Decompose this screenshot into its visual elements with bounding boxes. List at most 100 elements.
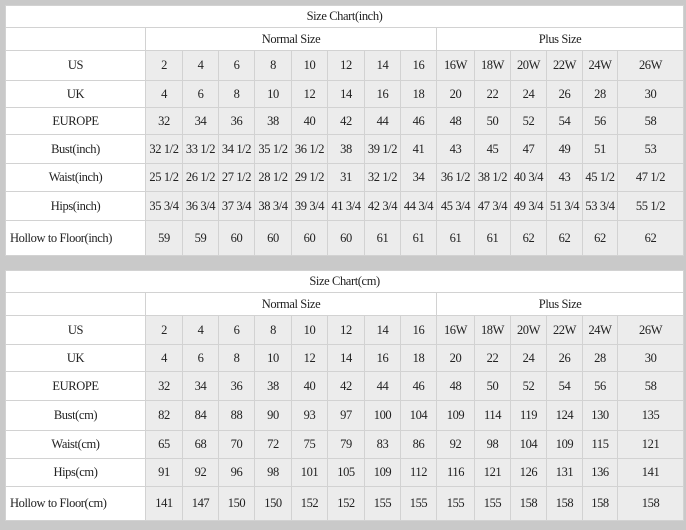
size-value-cell: 10 xyxy=(291,315,328,345)
size-value-cell: 4 xyxy=(182,315,219,345)
size-value-cell: 158 xyxy=(616,486,685,521)
size-value-cell: 152 xyxy=(327,486,365,521)
size-value-cell: 16 xyxy=(400,315,437,345)
size-value-cell: 68 xyxy=(182,430,219,459)
size-value-cell: 22 xyxy=(474,80,511,108)
size-value-cell: 92 xyxy=(436,430,475,459)
size-value-cell: 38 xyxy=(254,107,292,135)
size-value-cell: 20 xyxy=(436,80,475,108)
size-value-cell: 38 3/4 xyxy=(254,191,292,221)
size-value-cell: 59 xyxy=(145,220,183,256)
size-value-cell: 84 xyxy=(182,400,219,431)
chart-title: Size Chart(inch) xyxy=(5,5,684,28)
size-value-cell: 14 xyxy=(364,315,401,345)
size-value-cell: 26 1/2 xyxy=(182,163,219,192)
size-value-cell: 62 xyxy=(617,220,684,256)
size-value-cell: 12 xyxy=(291,344,328,372)
row-label: Bust(inch) xyxy=(5,134,146,164)
size-value-cell: 14 xyxy=(327,80,365,108)
size-value-cell: 91 xyxy=(145,458,183,487)
size-chart-inch-table: Size Chart(inch) Normal Size Plus Size US… xyxy=(5,5,684,256)
size-value-cell: 12 xyxy=(327,50,365,81)
size-value-cell: 47 3/4 xyxy=(474,191,511,221)
size-value-cell: 33 1/2 xyxy=(182,134,219,164)
table-row: Bust(cm) 82 84 88 90 93 97 100 104 109 114 119 124 13… xyxy=(5,400,685,431)
size-value-cell: 49 xyxy=(546,134,583,164)
table-row: US 2 4 6 8 10 12 14 16 16W 18W 20W 22W 24W 26W xyxy=(5,315,685,345)
row-label: UK xyxy=(5,80,146,108)
size-value-cell: 39 1/2 xyxy=(364,134,401,164)
size-value-cell: 46 xyxy=(400,371,437,401)
size-value-cell: 35 3/4 xyxy=(145,191,183,221)
size-value-cell: 52 xyxy=(510,371,547,401)
table-row: US 2 4 6 8 10 12 14 16 16W 18W 20W 22W 24W 26W xyxy=(5,50,684,81)
row-label: US xyxy=(5,50,146,81)
size-value-cell: 2 xyxy=(145,50,183,81)
table-row: Hips(cm) 91 92 96 98 101 105 109 112 116 121 126 131… xyxy=(5,458,685,487)
size-value-cell: 8 xyxy=(254,50,292,81)
table-row: EUROPE 32 34 36 38 40 42 44 46 48 50 52 54 56 58 xyxy=(5,107,684,135)
size-value-cell: 50 xyxy=(474,371,511,401)
size-value-cell: 18W xyxy=(474,315,511,345)
size-value-cell: 121 xyxy=(616,430,685,459)
size-value-cell: 58 xyxy=(617,107,684,135)
size-value-cell: 56 xyxy=(582,371,618,401)
row-label: Hips(inch) xyxy=(5,191,146,221)
size-value-cell: 32 1/2 xyxy=(145,134,183,164)
size-value-cell: 155 xyxy=(400,486,437,521)
size-value-cell: 114 xyxy=(474,400,511,431)
size-value-cell: 136 xyxy=(582,458,618,487)
size-value-cell: 155 xyxy=(436,486,475,521)
size-value-cell: 124 xyxy=(546,400,583,431)
size-value-cell: 20W xyxy=(510,50,547,81)
size-value-cell: 90 xyxy=(254,400,292,431)
size-value-cell: 45 3/4 xyxy=(436,191,475,221)
size-value-cell: 96 xyxy=(218,458,255,487)
size-value-cell: 45 xyxy=(474,134,511,164)
size-value-cell: 116 xyxy=(436,458,475,487)
size-value-cell: 26W xyxy=(616,315,685,345)
row-label: Waist(cm) xyxy=(5,430,146,459)
size-value-cell: 24W xyxy=(582,50,618,81)
size-value-cell: 75 xyxy=(291,430,328,459)
size-value-cell: 60 xyxy=(327,220,365,256)
size-value-cell: 45 1/2 xyxy=(582,163,618,192)
size-value-cell: 59 xyxy=(182,220,219,256)
size-value-cell: 29 1/2 xyxy=(291,163,328,192)
size-value-cell: 55 1/2 xyxy=(617,191,684,221)
size-value-cell: 61 xyxy=(474,220,511,256)
size-value-cell: 36 xyxy=(218,371,255,401)
size-value-cell: 98 xyxy=(474,430,511,459)
size-value-cell: 53 3/4 xyxy=(582,191,618,221)
row-label: Bust(cm) xyxy=(5,400,146,431)
size-value-cell: 34 1/2 xyxy=(218,134,255,164)
size-value-cell: 97 xyxy=(327,400,365,431)
size-value-cell: 86 xyxy=(400,430,437,459)
size-value-cell: 100 xyxy=(364,400,401,431)
size-value-cell: 39 3/4 xyxy=(291,191,328,221)
size-value-cell: 8 xyxy=(254,315,292,345)
plus-size-header: Plus Size xyxy=(436,27,684,51)
size-value-cell: 16 xyxy=(364,344,401,372)
size-value-cell: 27 1/2 xyxy=(218,163,255,192)
size-value-cell: 42 xyxy=(327,107,365,135)
size-value-cell: 158 xyxy=(510,486,547,521)
size-value-cell: 104 xyxy=(510,430,547,459)
size-value-cell: 131 xyxy=(546,458,583,487)
table-row: Bust(inch) 32 1/2 33 1/2 34 1/2 35 1/2 36 1/2… xyxy=(5,134,684,164)
size-value-cell: 53 xyxy=(617,134,684,164)
size-value-cell: 36 1/2 xyxy=(436,163,475,192)
table-row: UK 4 6 8 10 12 14 16 18 20 22 24 26 28 30 xyxy=(5,344,685,372)
normal-size-header: Normal Size xyxy=(145,27,437,51)
size-value-cell: 6 xyxy=(182,344,219,372)
size-value-cell: 82 xyxy=(145,400,183,431)
size-value-cell: 16 xyxy=(400,50,437,81)
size-value-cell: 28 xyxy=(582,344,618,372)
size-value-cell: 42 xyxy=(327,371,365,401)
size-value-cell: 61 xyxy=(364,220,401,256)
size-value-cell: 46 xyxy=(400,107,437,135)
row-label: UK xyxy=(5,344,146,372)
size-value-cell: 41 3/4 xyxy=(327,191,365,221)
size-value-cell: 48 xyxy=(436,371,475,401)
size-value-cell: 18 xyxy=(400,344,437,372)
